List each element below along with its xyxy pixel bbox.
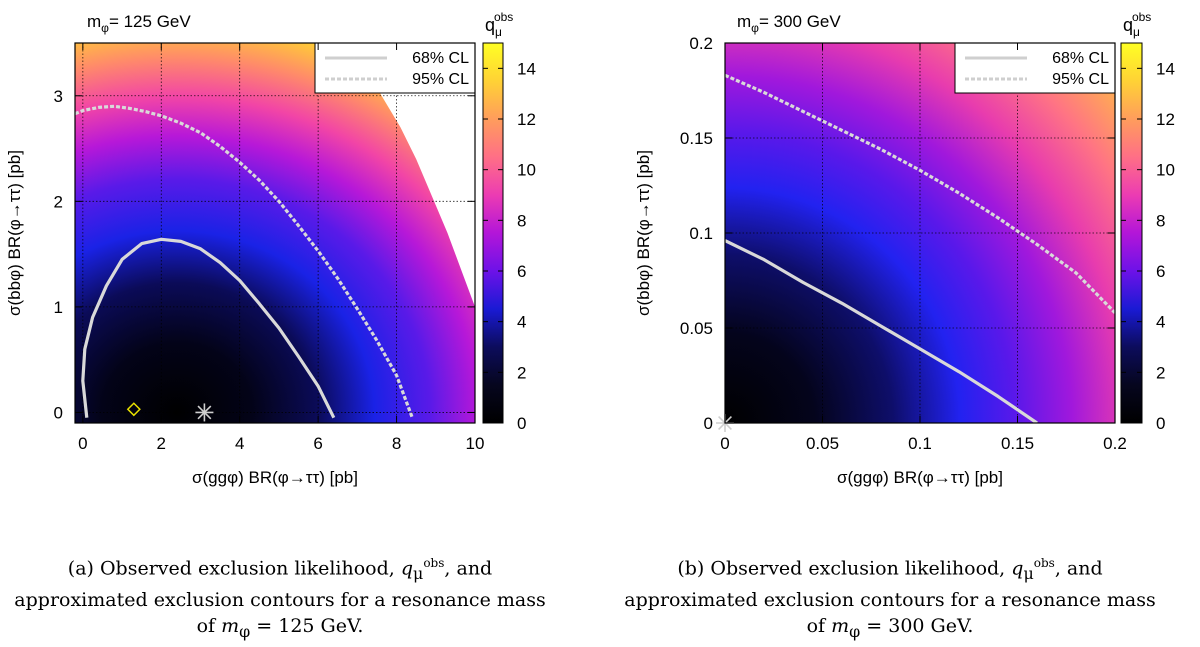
panel-title: mφ= 125 GeV	[87, 12, 191, 35]
y-tick-label: 0.2	[689, 34, 713, 53]
contour-68-line	[81, 237, 336, 419]
y-tick-label: 0.1	[689, 224, 713, 243]
caption-b-middle: , and	[1054, 557, 1103, 580]
x-tick-label: 6	[313, 434, 322, 453]
colorbar: 0 2 4 6 8 10 12 14 qμobs	[482, 10, 536, 433]
x-tick-label: 4	[235, 434, 244, 453]
y-axis-label: σ(bbφ) BR(φ→ττ) [pb]	[634, 150, 653, 316]
colorbar-scale	[482, 42, 504, 424]
contour-95-line	[725, 73, 1115, 314]
caption-a: (a) Observed exclusion likelihood, qμobs…	[0, 550, 560, 645]
grid	[75, 43, 475, 423]
y-tick-label: 0.15	[680, 129, 713, 148]
colorbar-tick-label: 0	[1156, 414, 1165, 433]
expected-point-diamond-icon	[126, 402, 141, 417]
y-tick-label: 0	[704, 414, 713, 433]
contour-95-line	[75, 104, 414, 419]
colorbar-tick-label: 10	[1156, 161, 1175, 180]
colorbar-tick-label: 4	[1156, 313, 1165, 332]
x-tick-label: 10	[466, 434, 485, 453]
colorbar-label: qμobs	[1123, 10, 1151, 39]
x-axis-label: σ(ggφ) BR(φ→ττ) [pb]	[837, 468, 1003, 487]
x-tick-label: 0	[720, 434, 729, 453]
caption-b-prefix: (b) Observed exclusion likelihood,	[677, 557, 1012, 580]
y-tick-label: 0.05	[680, 319, 713, 338]
caption-b-var: q	[1011, 557, 1024, 580]
x-axis-label: σ(ggφ) BR(φ→ττ) [pb]	[192, 468, 358, 487]
caption-a-line3-var: m	[221, 615, 240, 638]
best-fit-star-icon	[195, 403, 214, 422]
legend: 68% CL 95% CL	[954, 42, 1116, 94]
caption-a-line2: approximated exclusion contours for a re…	[14, 589, 546, 612]
x-tick-label: 8	[392, 434, 401, 453]
colorbar-tick-label: 0	[517, 414, 526, 433]
contour-68-line	[725, 239, 1038, 423]
caption-a-line3-sub: φ	[239, 621, 251, 641]
x-tick-label: 2	[157, 434, 166, 453]
caption-a-line3-prefix: of	[196, 615, 222, 638]
legend-box	[314, 42, 476, 94]
y-tick-label: 1	[54, 298, 63, 317]
heatmap-area	[75, 43, 475, 423]
colorbar: 0 2 4 6 8 10 12 14 qμobs	[1120, 10, 1175, 433]
colorbar-tick-label: 4	[517, 313, 526, 332]
colorbar-scale	[1120, 42, 1143, 424]
colorbar-tick-label: 12	[1156, 110, 1175, 129]
caption-a-middle: , and	[444, 557, 493, 580]
colorbar-tick-label: 14	[1156, 59, 1175, 78]
caption-b-line3-var: m	[831, 615, 850, 638]
caption-b-line3-sub: φ	[849, 621, 861, 641]
colorbar-tick-label: 6	[517, 262, 526, 281]
panel-b: 68% CL 95% CL 0 0.05 0.1 0.15 0.2 0 0.05 0.1 0.15 0…	[634, 10, 1175, 487]
x-tick-label: 0.05	[806, 434, 839, 453]
plot-frame	[74, 42, 476, 424]
caption-a-line3-value: = 125 GeV.	[250, 615, 364, 638]
caption-b-sup: obs	[1033, 556, 1055, 570]
caption-b-line2: approximated exclusion contours for a re…	[624, 589, 1156, 612]
caption-a-prefix: (a) Observed exclusion likelihood,	[67, 557, 401, 580]
y-tick-label: 0	[54, 403, 63, 422]
panel-title: mφ= 300 GeV	[737, 12, 841, 35]
legend-label: 68% CL	[412, 50, 469, 67]
colorbar-tick-label: 8	[1156, 211, 1165, 230]
colorbar-tick-label: 2	[1156, 363, 1165, 382]
y-tick-label: 2	[54, 192, 63, 211]
caption-a-var: q	[400, 557, 414, 580]
colorbar-tick-label: 10	[517, 161, 536, 180]
caption-b-line3-value: = 300 GeV.	[860, 615, 974, 638]
legend: 68% CL 95% CL	[314, 42, 476, 94]
x-tick-label: 0.15	[1001, 434, 1034, 453]
x-tick-label: 0	[78, 434, 87, 453]
colorbar-tick-label: 8	[517, 211, 526, 230]
colorbar-label: qμobs	[485, 10, 513, 39]
caption-b-sub: μ	[1023, 564, 1034, 584]
x-tick-label: 0.2	[1103, 434, 1127, 453]
y-tick-label: 3	[54, 87, 63, 106]
legend-label: 95% CL	[412, 71, 469, 88]
y-axis-label: σ(bbφ) BR(φ→ττ) [pb]	[5, 150, 24, 316]
caption-a-sub: μ	[413, 564, 424, 584]
caption-a-sup: obs	[423, 556, 445, 570]
caption-b: (b) Observed exclusion likelihood, qμobs…	[610, 550, 1170, 645]
colorbar-tick-label: 12	[517, 110, 536, 129]
caption-b-line3-prefix: of	[806, 615, 832, 638]
x-tick-label: 0.1	[908, 434, 932, 453]
out-of-range-region	[359, 43, 475, 307]
colorbar-tick-label: 6	[1156, 262, 1165, 281]
colorbar-tick-label: 2	[517, 363, 526, 382]
colorbar-tick-label: 14	[517, 59, 536, 78]
legend-label: 68% CL	[1052, 50, 1109, 67]
legend-label: 95% CL	[1052, 71, 1109, 88]
